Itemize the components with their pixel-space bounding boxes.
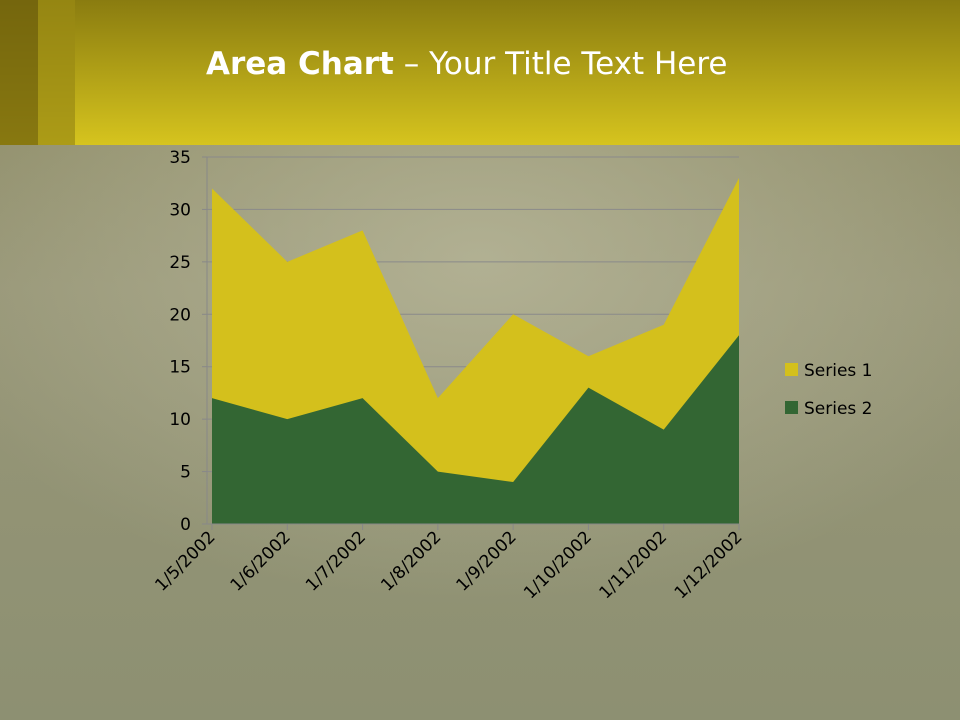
legend-label: Series 1 [804, 361, 873, 381]
y-tick-label: 20 [169, 305, 191, 325]
stripe [38, 0, 75, 145]
y-tick-label: 0 [180, 515, 191, 535]
area [212, 335, 739, 524]
y-tick-label: 25 [169, 253, 191, 273]
legend-swatch [785, 401, 798, 414]
slide-title: Area Chart – Your Title Text Here [206, 46, 727, 82]
y-tick-label: 10 [169, 410, 191, 430]
y-tick-label: 15 [169, 358, 191, 378]
y-tick-label: 30 [169, 200, 191, 220]
title-bold: Area Chart [206, 46, 394, 82]
legend-label: Series 2 [804, 399, 873, 419]
y-tick-label: 5 [180, 463, 191, 483]
title-band [0, 0, 960, 145]
y-tick-label: 35 [169, 148, 191, 168]
stripe [0, 0, 38, 145]
legend-swatch [785, 363, 798, 376]
title-rest: – Your Title Text Here [404, 46, 728, 82]
